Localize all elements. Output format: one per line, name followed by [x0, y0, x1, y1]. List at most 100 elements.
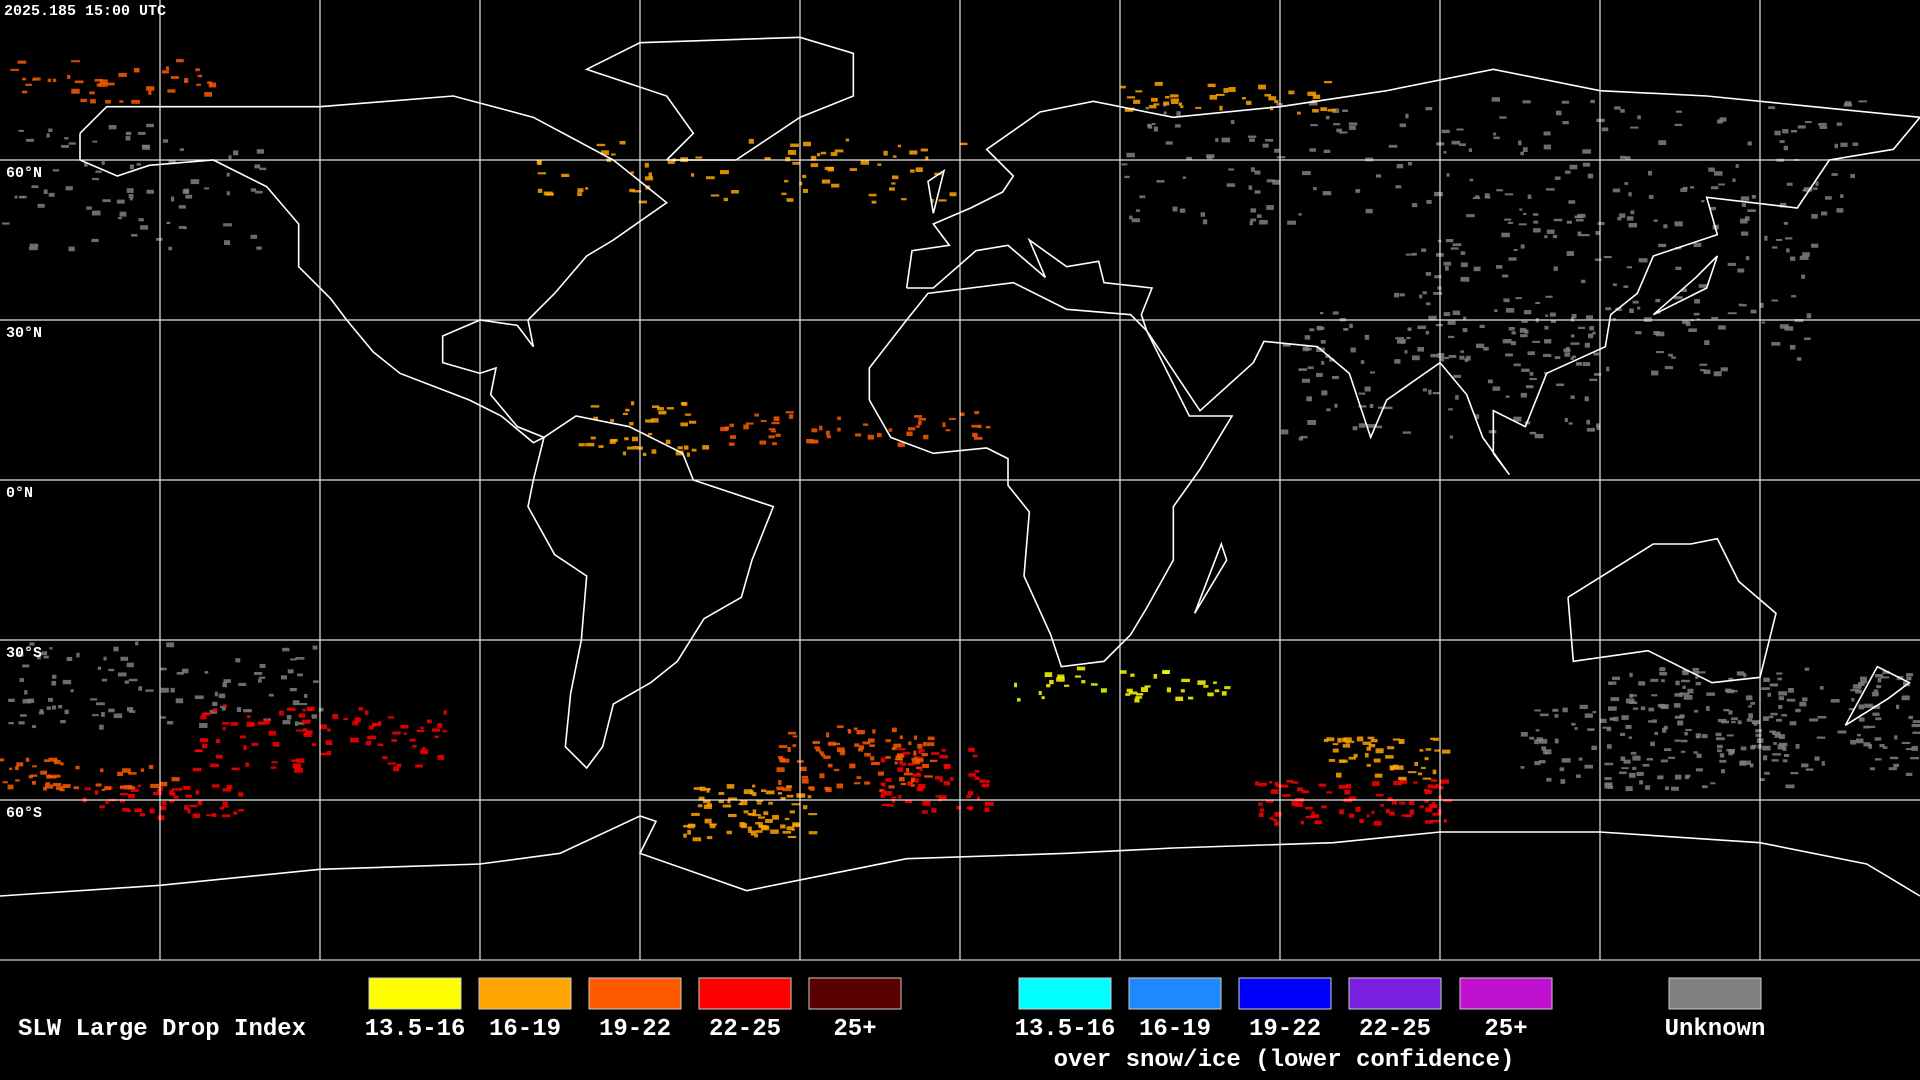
cloud-pixel [1407, 327, 1412, 332]
cloud-pixel [313, 680, 319, 683]
cloud-pixel [29, 642, 35, 646]
cloud-pixel [302, 708, 306, 712]
cloud-pixel [1680, 692, 1690, 696]
cloud-pixel [434, 735, 439, 739]
cloud-pixel [312, 645, 318, 650]
cloud-pixel [915, 425, 920, 428]
cloud-pixel [91, 177, 99, 181]
cloud-pixel [1664, 366, 1673, 370]
cloud-pixel [1464, 357, 1469, 362]
cloud-pixel [1635, 331, 1642, 335]
cloud-pixel [632, 190, 642, 193]
cloud-pixel [723, 197, 728, 202]
cloud-pixel [1710, 782, 1716, 785]
cloud-pixel [600, 150, 609, 156]
cloud-pixel [127, 786, 136, 790]
cloud-pixel [801, 775, 808, 779]
cloud-pixel [1544, 325, 1549, 330]
cloud-pixel [638, 200, 648, 204]
cloud-pixel [1287, 220, 1296, 225]
cloud-pixel [343, 717, 349, 721]
cloud-pixel [218, 693, 226, 699]
cloud-pixel [899, 735, 903, 740]
cloud-pixel [1387, 797, 1393, 802]
cloud-pixel [202, 743, 208, 749]
cloud-pixel [305, 730, 309, 735]
cloud-pixel [1460, 350, 1465, 353]
legend-swatch [588, 977, 682, 1010]
cloud-pixel [1513, 363, 1521, 367]
cloud-pixel [1254, 170, 1261, 175]
cloud-pixel [901, 198, 907, 201]
cloud-pixel [684, 413, 692, 416]
cloud-pixel [1484, 196, 1491, 199]
cloud-pixel [48, 192, 55, 197]
cloud-pixel [1623, 285, 1629, 288]
cloud-pixel [254, 164, 261, 169]
cloud-pixel [1543, 749, 1552, 755]
cloud-pixel [811, 428, 818, 433]
cloud-pixel [1850, 689, 1860, 692]
cloud-pixel [1784, 326, 1794, 331]
cloud-pixel [173, 795, 179, 799]
cloud-pixel [785, 411, 794, 414]
cloud-pixel [1746, 760, 1751, 765]
cloud-pixel [195, 790, 200, 795]
cloud-pixel [119, 793, 129, 796]
cloud-pixel [1358, 392, 1366, 395]
cloud-pixel [1332, 311, 1339, 315]
cloud-pixel [630, 401, 635, 406]
cloud-pixel [1150, 97, 1158, 102]
cloud-pixel [1433, 737, 1439, 741]
cloud-pixel [1377, 406, 1387, 409]
cloud-pixel [1339, 809, 1345, 815]
cloud-pixel [1064, 684, 1070, 687]
cloud-pixel [1424, 799, 1429, 803]
legend-swatch [1018, 977, 1112, 1010]
cloud-pixel [256, 246, 262, 250]
cloud-pixel [1718, 325, 1726, 330]
cloud-pixel [290, 658, 297, 661]
cloud-pixel [1877, 677, 1882, 683]
timestamp: 2025.185 15:00 UTC [4, 3, 166, 20]
cloud-pixel [126, 662, 134, 668]
cloud-pixel [1836, 208, 1844, 213]
cloud-pixel [1316, 372, 1323, 377]
cloud-pixel [1491, 97, 1501, 102]
cloud-pixel [1740, 746, 1747, 751]
cloud-pixel [1523, 310, 1532, 315]
cloud-pixel [1802, 252, 1810, 257]
cloud-pixel [1448, 408, 1453, 411]
cloud-pixel [807, 795, 812, 799]
cloud-pixel [280, 675, 287, 680]
legend-swatch [1459, 977, 1553, 1010]
cloud-pixel [984, 807, 990, 812]
cloud-pixel [765, 790, 775, 795]
cloud-pixel [680, 422, 688, 427]
cloud-pixel [1568, 200, 1576, 204]
cloud-pixel [212, 701, 218, 707]
cloud-pixel [776, 767, 785, 772]
cloud-pixel [910, 784, 915, 787]
cloud-pixel [1262, 143, 1269, 148]
cloud-pixel [803, 805, 808, 810]
cloud-pixel [1650, 678, 1659, 682]
cloud-pixel [282, 720, 291, 725]
cloud-pixel [195, 68, 200, 72]
cloud-pixel [536, 160, 542, 165]
cloud-pixel [776, 786, 784, 791]
cloud-pixel [29, 246, 38, 251]
cloud-pixel [791, 803, 801, 806]
cloud-pixel [1215, 138, 1219, 142]
cloud-pixel [1165, 141, 1173, 145]
cloud-pixel [777, 792, 783, 795]
cloud-pixel [1492, 386, 1501, 391]
cloud-pixel [924, 775, 933, 778]
cloud-pixel [896, 753, 905, 758]
cloud-pixel [1366, 746, 1371, 751]
cloud-pixel [1668, 756, 1676, 759]
cloud-pixel [1520, 392, 1527, 398]
cloud-pixel [1358, 423, 1366, 428]
cloud-pixel [253, 671, 263, 675]
cloud-pixel [1432, 812, 1442, 816]
